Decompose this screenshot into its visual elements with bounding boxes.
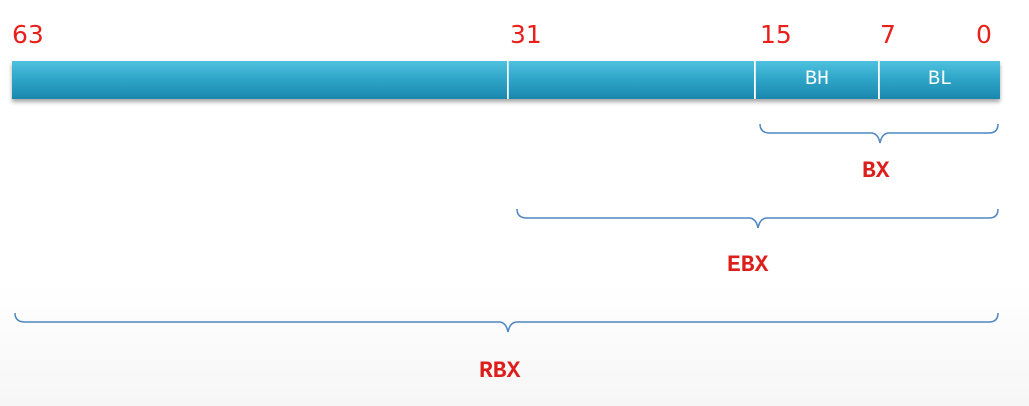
label-ebx: EBX: [727, 252, 769, 278]
register-bar: BH BL: [12, 61, 1000, 99]
bit-0-label: 0: [976, 20, 992, 49]
label-rbx: RBX: [479, 358, 521, 384]
register-segment-bh-label: BH: [804, 68, 829, 91]
brace-rbx: [14, 312, 999, 333]
register-segment-middle: [508, 61, 754, 99]
bit-15-label: 15: [760, 20, 792, 49]
brace-ebx: [516, 208, 999, 229]
register-segment-bh: BH: [755, 61, 878, 99]
register-segment-upper: [12, 61, 507, 99]
bit-7-label: 7: [880, 20, 896, 49]
register-segment-bl: BL: [879, 61, 1000, 99]
label-bx: BX: [862, 158, 890, 184]
bit-31-label: 31: [510, 20, 542, 49]
bit-63-label: 63: [12, 20, 44, 49]
brace-bx: [759, 123, 999, 144]
register-segment-bl-label: BL: [927, 68, 952, 91]
